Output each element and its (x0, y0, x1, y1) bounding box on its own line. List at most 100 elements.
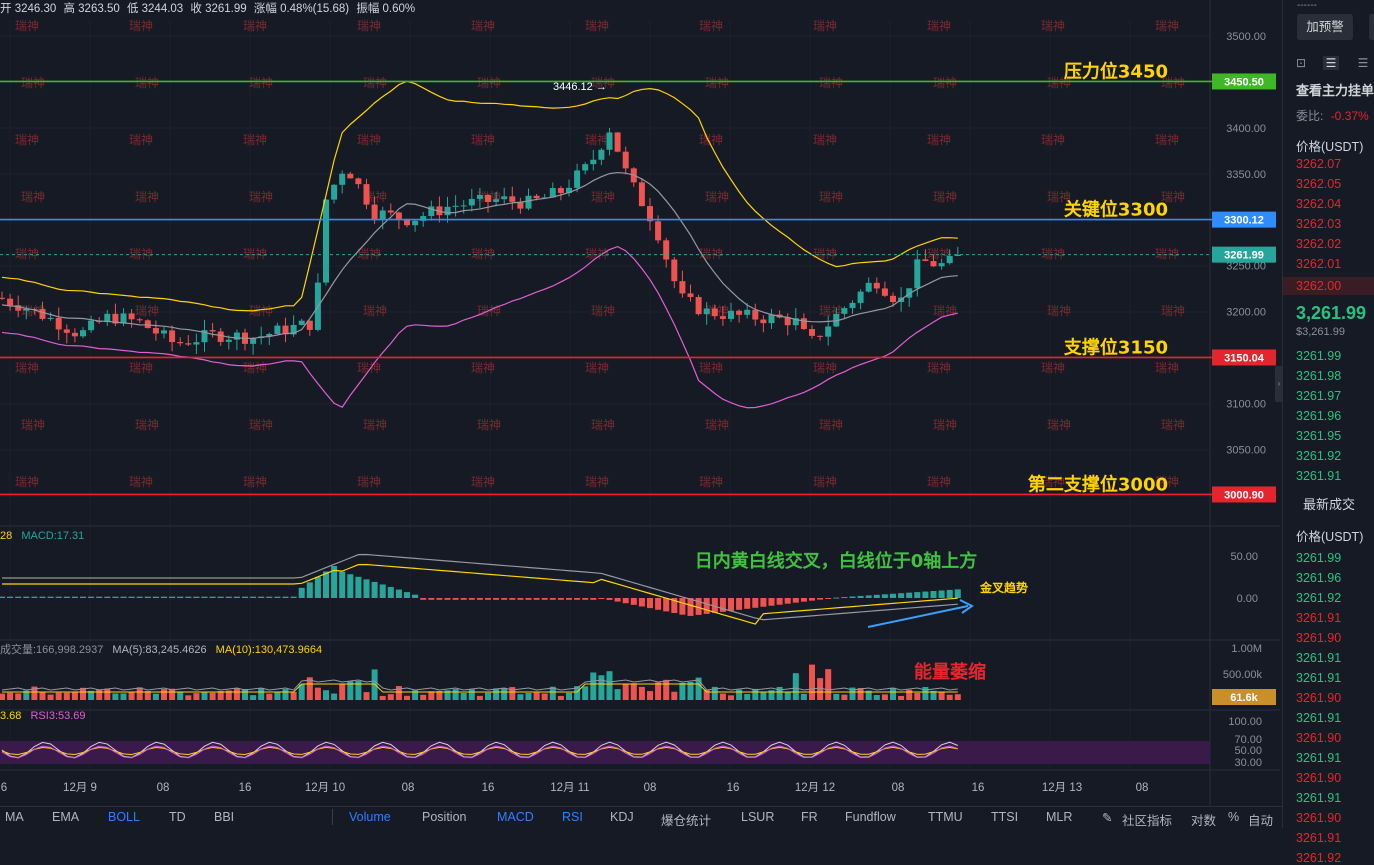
candle-body (914, 259, 921, 289)
scale-option-2[interactable]: 自动 (1248, 814, 1274, 828)
indicator-tab-0[interactable]: Volume (349, 810, 391, 824)
indicator-tab-7[interactable]: FR (801, 810, 818, 824)
indicator-tab-bbi[interactable]: BBI (214, 810, 235, 824)
orderbook-mode-bids-icon[interactable]: ☰ (1323, 56, 1339, 70)
candle-body (938, 263, 945, 267)
watermark-text: 瑞神 (819, 76, 843, 90)
collapse-panel-handle[interactable]: › (1275, 366, 1283, 402)
macd-histogram-bar (23, 596, 30, 598)
volume-bar (476, 695, 483, 700)
ratio-label: 委比: (1296, 109, 1324, 123)
macd-histogram-bar (177, 596, 184, 598)
macd-histogram-bar (728, 598, 734, 611)
macd-histogram-bar (323, 571, 329, 598)
scale-option-0[interactable]: 对数 (1191, 814, 1217, 828)
time-axis-label: 12月 13 (1042, 782, 1082, 794)
orderbook-mode-asks-icon[interactable]: ☰ (1357, 56, 1369, 70)
volume-bar (225, 690, 232, 700)
indicator-tab-boll[interactable]: BOLL (108, 810, 140, 824)
macd-histogram-bar (630, 598, 637, 605)
watermark-text: 瑞神 (933, 190, 957, 204)
watermark-text: 瑞神 (477, 418, 501, 432)
add-alert-button[interactable]: 加预警 (1297, 14, 1353, 40)
macd-histogram-bar (7, 596, 14, 598)
candle-body (63, 329, 70, 333)
macd-histogram-bar (363, 579, 370, 598)
indicator-tab-9[interactable]: TTMU (928, 810, 963, 824)
volume-bar (809, 664, 815, 700)
orderbook-price-header: 价格(USDT) (1296, 140, 1364, 154)
candle-body (185, 343, 192, 345)
indicator-tab-4[interactable]: KDJ (610, 810, 634, 824)
volume-bar (31, 686, 38, 700)
volume-bar (290, 691, 297, 700)
macd-histogram-bar (476, 598, 483, 600)
candle-body (849, 302, 856, 309)
macd-histogram-bar (460, 598, 467, 600)
watermark-text: 瑞神 (933, 418, 957, 432)
watermark-text: 瑞神 (1047, 76, 1071, 90)
edit-indicator-icon[interactable]: ✎ (1102, 811, 1113, 825)
latest-trades-title[interactable]: 最新成交 (1303, 497, 1356, 512)
volume-bar (695, 677, 702, 700)
volume-bar (622, 683, 629, 700)
indicator-tab-11[interactable]: MLR (1046, 810, 1073, 824)
watermark-text: 瑞神 (135, 418, 159, 432)
volume-bar (549, 686, 556, 700)
candle-body (404, 219, 410, 226)
mid-price: 3,261.99 (1296, 303, 1367, 323)
watermark-text: 瑞神 (135, 76, 159, 90)
order-book-sidebar: ------ 加预警 ⊡ ☰ ☰ 查看主力挂单 委比: -0.37% 价格(US… (1282, 0, 1374, 865)
indicator-tab-3[interactable]: RSI (562, 810, 583, 824)
candle-body (355, 178, 362, 185)
watermark-text: 瑞神 (1041, 361, 1065, 375)
volume-bar (185, 695, 192, 700)
indicator-tab-td[interactable]: TD (169, 810, 186, 824)
indicator-tab-10[interactable]: TTSI (991, 810, 1019, 824)
orderbook-mode-both-icon[interactable]: ⊡ (1295, 56, 1307, 70)
volume-bar (614, 689, 621, 700)
chart-area[interactable]: 瑞神 瑞神 瑞神 瑞神 瑞神 瑞神 瑞神 瑞神 瑞神 瑞神 瑞神 瑞神 瑞神 瑞神 瑞神 瑞神 瑞神 瑞神 瑞神 瑞神… (0, 0, 1280, 806)
order-book-title[interactable]: 查看主力挂单 (1296, 83, 1374, 98)
indicator-tab-5[interactable]: 爆仓统计 (661, 814, 712, 828)
sidebar-extra-button[interactable] (1369, 14, 1374, 40)
macd-axis-label: 50.00 (1230, 551, 1258, 563)
macd-histogram-bar (946, 589, 953, 598)
macd-histogram-bar (695, 598, 702, 615)
macd-histogram-bar (711, 598, 718, 613)
indicator-tab-ema[interactable]: EMA (52, 810, 80, 824)
time-axis-label: 08 (402, 782, 415, 794)
time-axis-label: 12月 12 (795, 782, 835, 794)
volume-bar (420, 694, 427, 700)
volume-bar (914, 692, 921, 700)
volume-bar (711, 686, 718, 700)
trade-price: 3261.92 (1296, 591, 1342, 605)
watermark-text: 瑞神 (819, 418, 843, 432)
macd-histogram-bar (873, 594, 880, 598)
macd-histogram-bar (638, 598, 645, 607)
indicator-tab-6[interactable]: LSUR (741, 810, 775, 824)
volume-bar (47, 694, 54, 700)
scale-option-1[interactable]: % (1228, 810, 1240, 824)
watermark-text: 瑞神 (363, 76, 387, 90)
macd-histogram-bar (590, 598, 597, 600)
community-indicators-tab[interactable]: 社区指标 (1122, 814, 1173, 828)
volume-bar (395, 686, 402, 700)
candle-body (719, 316, 726, 319)
indicator-tab-8[interactable]: Fundflow (845, 810, 896, 824)
candle-body (23, 308, 30, 311)
rsi-band (0, 741, 1210, 764)
candle-body (420, 216, 427, 221)
rsi-line-2 (1, 746, 958, 756)
macd-histogram-bar (274, 596, 281, 598)
watermark-text: 瑞神 (129, 361, 153, 375)
watermark-text: 瑞神 (591, 76, 615, 90)
macd-dea-line (2, 563, 958, 625)
volume-bar (671, 691, 678, 700)
indicator-tab-2[interactable]: MACD (497, 810, 534, 824)
indicator-tab-1[interactable]: Position (422, 810, 467, 824)
indicator-tab-ma[interactable]: MA (5, 810, 24, 824)
volume-bar (161, 689, 167, 700)
volume-bar (217, 691, 224, 700)
